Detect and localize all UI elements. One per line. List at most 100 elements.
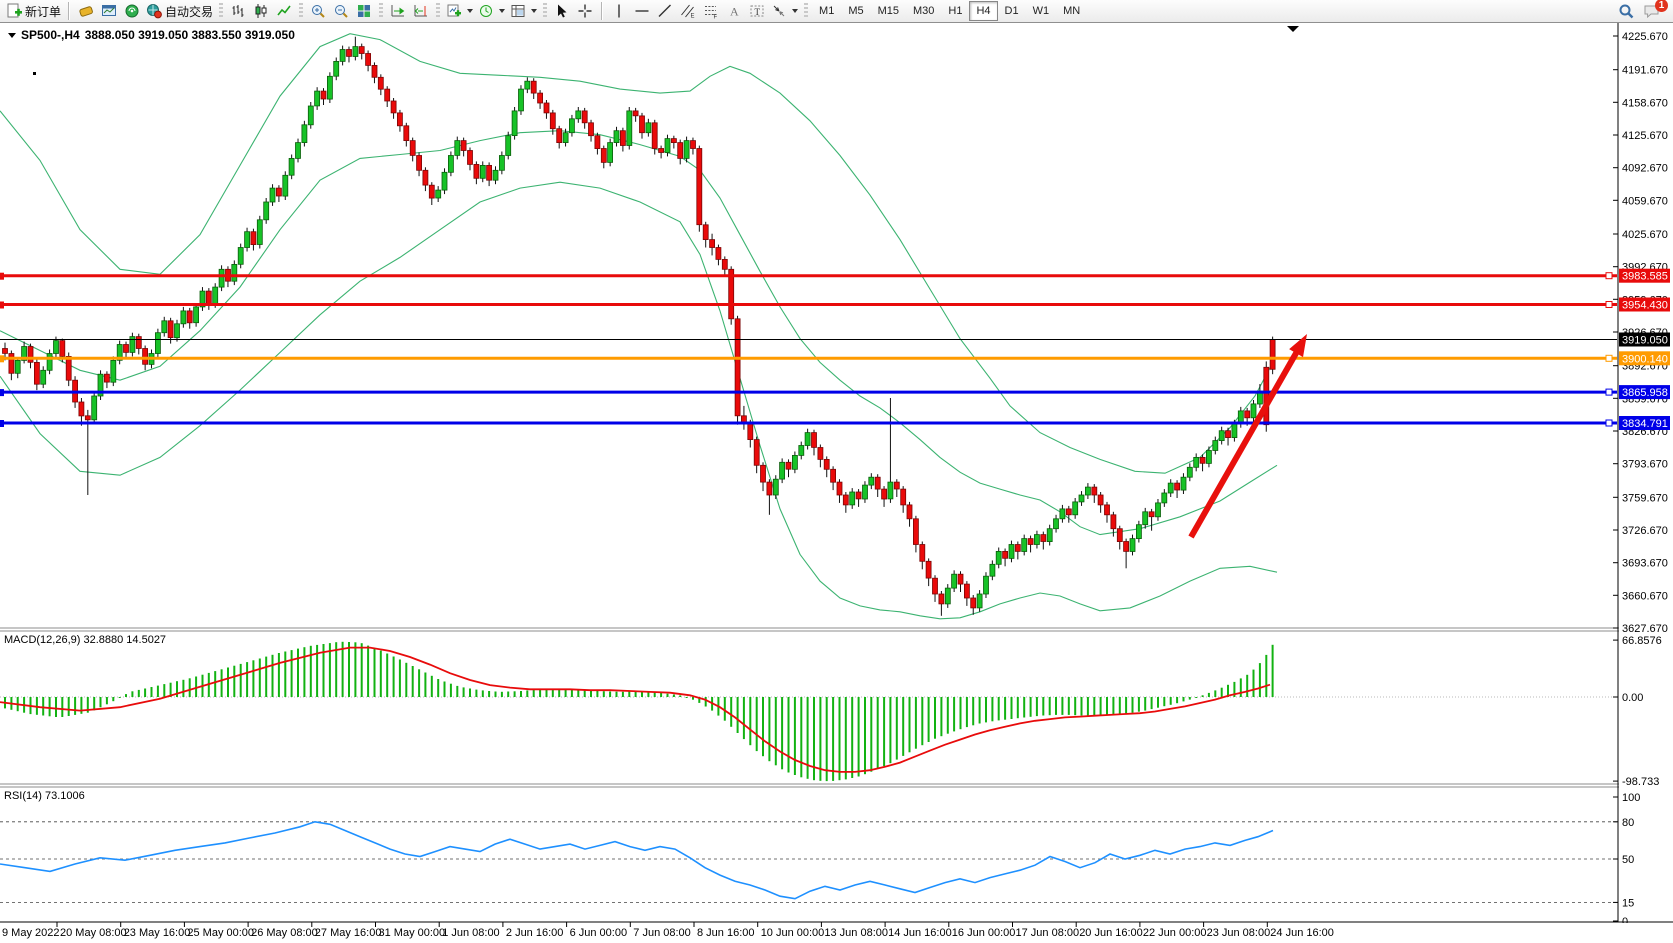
timeframe-M30[interactable]: M30 (913, 5, 935, 17)
timeframe-M15[interactable]: M15 (877, 5, 899, 17)
candle (1014, 544, 1021, 552)
candlestick-chart-button[interactable] (250, 1, 272, 21)
auto-trading-button[interactable]: 自动交易 (144, 1, 215, 21)
crosshair-button[interactable] (574, 1, 596, 21)
macd-histogram-bar (277, 653, 280, 697)
candle (78, 401, 85, 417)
periods-dropdown[interactable] (476, 1, 507, 21)
timeframe-H1[interactable]: H1 (948, 5, 963, 17)
label-tool[interactable]: T (746, 1, 768, 21)
candle (600, 148, 607, 163)
macd-histogram-bar (857, 697, 860, 777)
timeframe-W1[interactable]: W1 (1032, 5, 1050, 17)
chart-canvas[interactable]: 4225.670 4191.670 4158.670 4125.670 4092.670… (0, 23, 1673, 943)
time-axis-bg[interactable] (0, 923, 1673, 943)
candle (811, 432, 817, 448)
macd-histogram-bar (500, 691, 503, 697)
new-chart-dropdown[interactable] (444, 1, 475, 21)
macd-histogram-bar (373, 648, 376, 697)
notifications-button[interactable]: 1 (1643, 0, 1668, 20)
zoom-in-button[interactable] (307, 1, 329, 21)
macd-histogram-bar (1010, 697, 1013, 719)
text-tool[interactable]: A (723, 1, 745, 21)
price-axis-bg[interactable] (1619, 23, 1673, 922)
candle (983, 575, 989, 595)
candle (314, 90, 321, 107)
timeframe-H4[interactable]: H4 (969, 1, 998, 21)
new-order-button[interactable]: 新订单 (4, 1, 63, 21)
macd-histogram-bar (628, 691, 631, 697)
toolbar-grip (543, 3, 548, 19)
candle (671, 138, 677, 143)
auto-scroll-button[interactable] (387, 1, 409, 21)
candle (498, 155, 505, 171)
macd-histogram-bar (883, 697, 886, 767)
macd-histogram-bar (577, 689, 580, 697)
hline-handle[interactable] (1605, 301, 1613, 308)
hline-handle[interactable] (1605, 354, 1613, 362)
hline-handle[interactable] (1605, 272, 1613, 280)
candle (14, 359, 21, 374)
horizontal-line-tool[interactable] (631, 1, 653, 21)
arrows-dropdown[interactable] (769, 1, 800, 21)
vertical-line-tool[interactable] (608, 1, 630, 21)
candle (129, 336, 136, 353)
candle (435, 189, 442, 199)
search-icon[interactable] (1618, 3, 1635, 20)
candle (1250, 403, 1257, 419)
trendline-tool[interactable] (654, 1, 676, 21)
templates-dropdown[interactable] (508, 1, 539, 21)
macd-histogram-bar (398, 659, 401, 697)
timeframe-D1[interactable]: D1 (1004, 5, 1019, 17)
macd-histogram-bar (685, 697, 688, 698)
market-watch-button[interactable] (75, 1, 97, 21)
candle (1129, 538, 1136, 552)
macd-histogram-bar (551, 688, 554, 697)
timeframe-MN[interactable]: MN (1063, 5, 1081, 17)
data-window-button[interactable] (98, 1, 120, 21)
macd-histogram-bar (176, 681, 178, 697)
chart-shift-button[interactable] (410, 1, 432, 21)
candle (849, 491, 856, 506)
candle (97, 373, 104, 397)
candle (377, 76, 384, 90)
toolbar-grip (219, 3, 224, 19)
candle (664, 138, 671, 153)
macd-histogram-bar (418, 669, 421, 697)
macd-histogram-bar (908, 697, 911, 753)
candle (556, 128, 563, 143)
timeframe-M1[interactable]: M1 (819, 5, 835, 17)
macd-histogram-bar (379, 650, 382, 697)
separator (68, 2, 71, 20)
hline-handle[interactable] (1605, 388, 1613, 396)
candle (995, 551, 1002, 565)
trend-arrow-line[interactable] (1188, 346, 1302, 539)
timeframe-M5[interactable]: M5 (848, 5, 864, 17)
fibonacci-tool[interactable]: F (700, 1, 722, 21)
candle (607, 142, 613, 163)
candle (59, 340, 66, 357)
macd-histogram-bar (1144, 697, 1147, 711)
rsi-axis-label: 100 (1622, 792, 1640, 804)
tile-windows-button[interactable] (353, 1, 375, 21)
candle (887, 481, 894, 500)
candle (951, 573, 957, 589)
hline-handle[interactable] (1605, 419, 1613, 427)
macd-histogram-bar (800, 697, 803, 778)
time-tick-label: 27 May 16:00 (315, 927, 382, 939)
candle (1155, 502, 1161, 518)
zoom-out-button[interactable] (330, 1, 352, 21)
equidistant-channel-tool[interactable]: E (677, 1, 699, 21)
macd-histogram-bar (335, 642, 338, 697)
macd-histogram-bar (813, 697, 815, 781)
candle (932, 577, 938, 595)
candle (167, 320, 174, 338)
macd-histogram-bar (1271, 644, 1274, 697)
macd-histogram-bar (825, 697, 828, 782)
line-chart-button[interactable] (273, 1, 295, 21)
macd-histogram-bar (265, 656, 268, 697)
macd-histogram-bar (354, 642, 357, 697)
bar-chart-button[interactable] (227, 1, 249, 21)
cursor-button[interactable] (551, 1, 573, 21)
navigator-button[interactable] (121, 1, 143, 21)
